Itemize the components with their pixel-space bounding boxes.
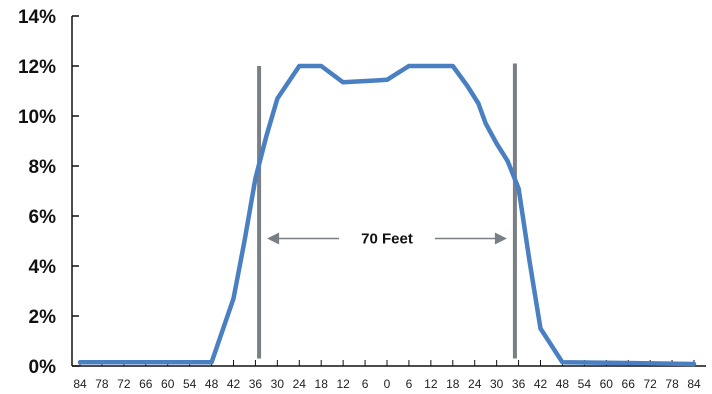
x-tick-label: 6	[406, 377, 413, 391]
y-tick-label: 10%	[18, 107, 56, 128]
x-tick-label: 54	[183, 377, 197, 391]
x-tick-label: 18	[446, 377, 460, 391]
y-tick-label: 2%	[29, 307, 57, 328]
x-tick-label: 60	[161, 377, 175, 391]
x-tick-label: 12	[424, 377, 438, 391]
x-tick-label: 48	[205, 377, 219, 391]
x-tick-label: 24	[468, 377, 482, 391]
x-tick-label: 42	[534, 377, 548, 391]
x-tick-label: 72	[643, 377, 657, 391]
x-tick-label: 78	[665, 377, 679, 391]
x-tick-label: 72	[117, 377, 131, 391]
vertical-markers	[257, 63, 517, 359]
y-tick-label: 8%	[29, 157, 57, 178]
annotation-group: 70 Feet	[267, 231, 507, 248]
x-tick-label: 84	[73, 377, 87, 391]
annotation-arrowhead-left	[267, 232, 280, 245]
x-tick-label: 66	[139, 377, 153, 391]
x-tick-label: 48	[556, 377, 570, 391]
x-axis-ticks: 84 78 72 66 60 54 48 42 36 30 24 18 12 6 0 6 12 18 24 30 36 4…	[73, 360, 701, 391]
series-group	[77, 63, 697, 367]
y-axis-ticks: 0% 2% 4% 6% 8% 10% 12% 14%	[18, 7, 79, 378]
x-tick-label: 18	[315, 377, 329, 391]
y-tick-label: 4%	[29, 257, 57, 278]
series-line	[77, 63, 697, 367]
x-tick-label: 30	[490, 377, 504, 391]
x-tick-label: 42	[227, 377, 241, 391]
x-tick-label: 0	[384, 377, 391, 391]
y-tick-label: 0%	[29, 357, 57, 378]
x-tick-label: 12	[336, 377, 350, 391]
x-tick-label: 24	[293, 377, 307, 391]
y-tick-label: 12%	[18, 57, 56, 78]
x-tick-label: 6	[362, 377, 369, 391]
x-tick-label: 36	[249, 377, 263, 391]
x-tick-label: 84	[687, 377, 701, 391]
y-tick-label: 14%	[18, 7, 56, 28]
y-tick-label: 6%	[29, 207, 57, 228]
x-tick-label: 60	[600, 377, 614, 391]
x-tick-label: 54	[578, 377, 592, 391]
x-tick-label: 78	[95, 377, 109, 391]
axes	[71, 16, 706, 367]
annotation-arrowhead-right	[494, 232, 507, 245]
annotation-label: 70 Feet	[361, 231, 413, 248]
x-tick-label: 30	[271, 377, 285, 391]
x-tick-label: 36	[512, 377, 526, 391]
x-tick-label: 66	[622, 377, 636, 391]
